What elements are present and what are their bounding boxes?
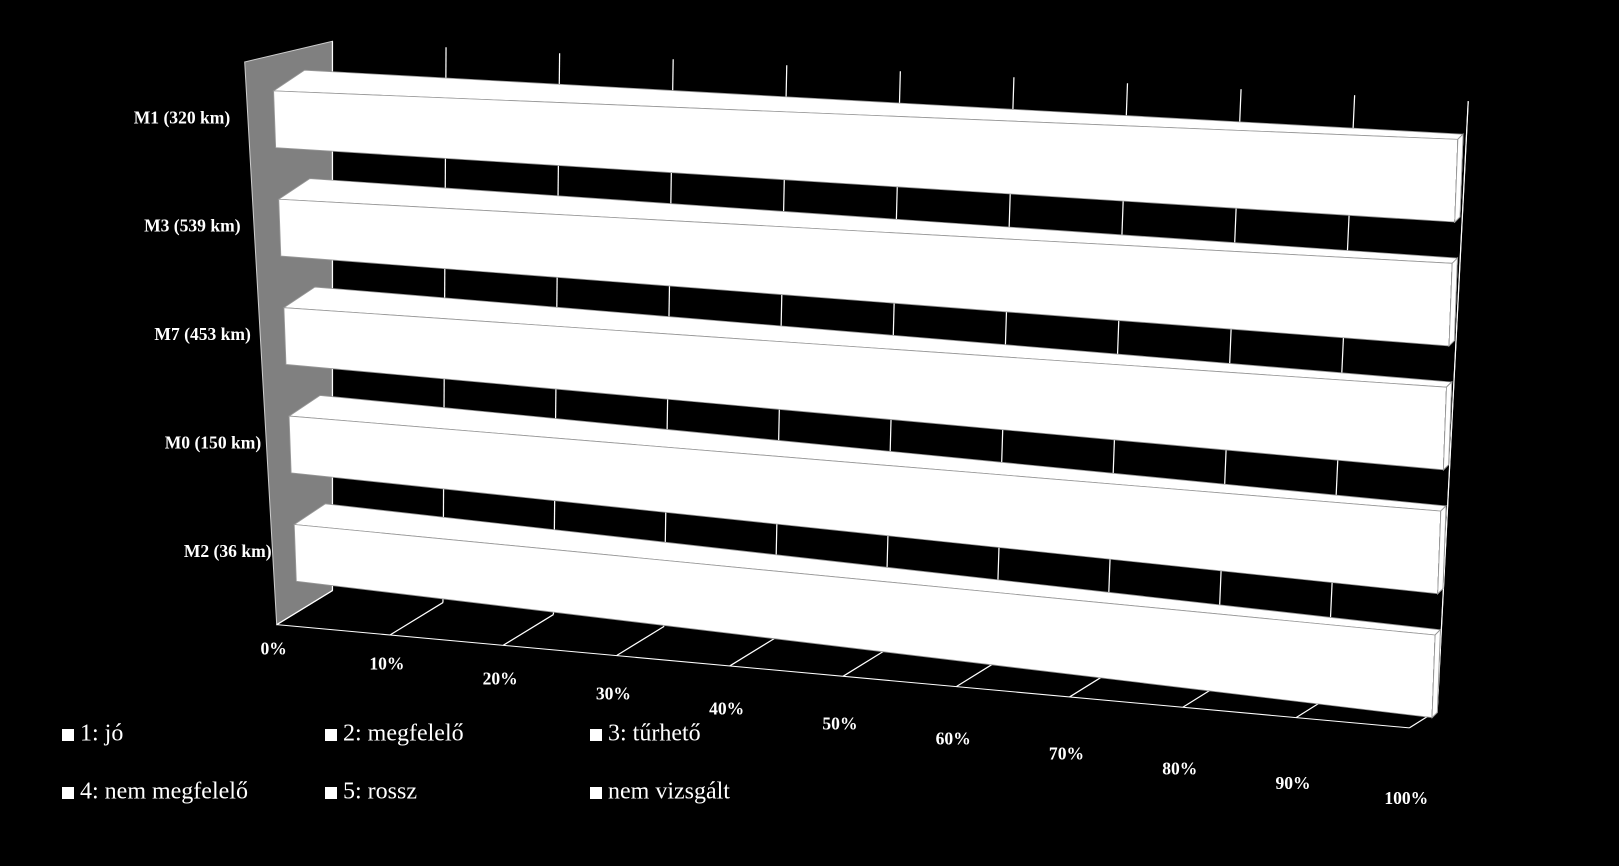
x-tick-label: 70% xyxy=(1049,743,1084,763)
x-tick-label: 100% xyxy=(1384,788,1428,808)
category-label: M2 (36 km) xyxy=(184,541,272,561)
x-tick-label: 10% xyxy=(369,653,404,673)
bar-segment xyxy=(1431,628,1441,719)
x-tick-label: 60% xyxy=(936,728,971,748)
legend-swatch xyxy=(62,787,74,799)
legend-label: 1: jó xyxy=(80,721,123,747)
legend-label: nem vizsgált xyxy=(608,779,730,805)
category-label: M1 (320 km) xyxy=(134,107,231,127)
legend-swatch xyxy=(62,729,74,741)
plot: 0% 10% 20% 30% 40% 50% 60% 70% 80% 90% 100% M1 (320… xyxy=(134,40,1469,808)
x-tick-label: 50% xyxy=(822,713,857,733)
bar-segment xyxy=(1448,257,1458,347)
bar-segment xyxy=(1442,380,1453,471)
legend-label: 2: megfelelő xyxy=(343,721,464,747)
floor-line xyxy=(502,614,554,646)
x-tick-label: 40% xyxy=(709,698,744,718)
bar-end xyxy=(1442,380,1453,471)
bar-segment xyxy=(1437,504,1447,595)
bar-end xyxy=(1448,257,1458,347)
floor-line xyxy=(389,602,444,636)
bar-end xyxy=(1437,504,1447,595)
x-tick-label: 80% xyxy=(1162,758,1197,778)
legend-swatch xyxy=(325,787,337,799)
x-tick-label: 0% xyxy=(260,639,286,659)
floor-line xyxy=(276,590,333,626)
x-tick-label: 20% xyxy=(483,668,518,688)
floor-line xyxy=(616,625,665,657)
floor-line xyxy=(1069,673,1107,698)
wall-edge xyxy=(1436,101,1469,711)
legend-label: 4: nem megfelelő xyxy=(80,779,248,805)
floor-line xyxy=(955,661,996,688)
bar-segment xyxy=(1454,133,1464,224)
x-tick-label: 90% xyxy=(1275,773,1310,793)
category-label: M0 (150 km) xyxy=(165,433,262,453)
bar-end xyxy=(1431,628,1441,719)
floor-line xyxy=(729,637,775,667)
legend-label: 3: tűrhető xyxy=(608,721,701,747)
legend-label: 5: rossz xyxy=(343,779,417,805)
x-tick-label: 30% xyxy=(596,683,631,703)
category-label: M7 (453 km) xyxy=(154,324,251,344)
category-label: M3 (539 km) xyxy=(144,216,241,236)
legend-swatch xyxy=(325,729,337,741)
legend-swatch xyxy=(590,787,602,799)
legend-swatch xyxy=(590,729,602,741)
floor-line xyxy=(842,649,886,677)
floor-edge xyxy=(276,624,1410,729)
bar-end xyxy=(1454,133,1464,224)
